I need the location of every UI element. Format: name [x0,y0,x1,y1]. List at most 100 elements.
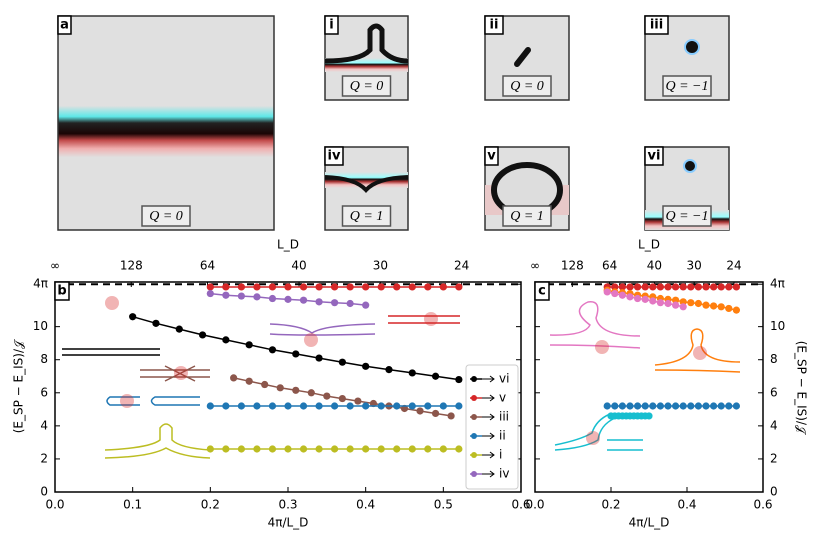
data-point [245,341,253,349]
y-tick-label: 2 [40,451,48,465]
data-point [645,412,653,420]
legend-arrow [482,470,495,478]
data-point [315,283,323,291]
x2-tick-label: 64 [200,259,215,273]
data-point [725,283,733,291]
panel-tag: vi [648,149,661,164]
data-point [315,402,323,410]
data-point [377,402,385,410]
charge-label: Q = 0 [149,209,183,224]
data-point [206,445,214,453]
data-point [439,283,447,291]
data-point [237,402,245,410]
x-tick-label: 0.6 [511,498,530,512]
y-tick-label: 8 [40,352,48,366]
inset-marker [693,346,707,360]
data-point [717,303,725,311]
panel-tag-box [644,146,664,166]
data-point [284,402,292,410]
x-tick-label: 0.2 [601,498,620,512]
panel-tag-box [57,15,72,35]
data-point [299,283,308,291]
data-point [261,380,269,389]
plot-frame [534,281,764,493]
inset-marker [424,312,438,326]
panel-tag-box [54,281,70,301]
data-point [315,445,323,453]
y-tick-label: 6 [770,385,778,399]
data-point [175,325,183,333]
data-point [603,288,611,296]
panel-tag: v [487,149,496,164]
legend-arrow [482,451,495,459]
data-point [439,402,447,410]
data-point [694,402,703,410]
legend-label: vi [499,372,509,386]
data-point [206,289,214,298]
y-tick-label: 4π [770,277,785,291]
x-tick-label: 0.2 [201,498,220,512]
data-point [338,394,346,403]
inset [104,423,211,459]
charge-label: Q = 1 [350,209,384,224]
data-point [618,291,627,299]
charge-box [141,205,191,227]
data-point [284,295,292,303]
x2-tick-label: 64 [602,259,617,273]
x-tick-label: 0.5 [434,498,453,512]
data-point [634,283,642,291]
x2-tick-label: 128 [561,259,584,273]
x2-tick-label: 24 [454,259,469,273]
y-tick-label: 2 [770,451,778,465]
x-tick-label: 0.6 [753,498,772,512]
x2-axis-label: L_D [638,238,660,252]
x-tick-label: 0.0 [45,498,64,512]
data-point [245,377,253,385]
data-point [299,296,308,304]
charge-box [502,75,552,97]
legend-label: iii [499,410,509,424]
x2-tick-label: 30 [373,259,388,273]
inset [269,323,376,336]
charge-label: Q = 0 [510,79,544,94]
charge-label: Q = 0 [350,79,384,94]
data-point [198,331,207,339]
panel-tag-box [644,15,669,35]
y-tick-label: 4 [770,418,778,432]
inset [654,328,741,373]
legend-swatch [471,395,477,401]
inset-marker [304,333,318,347]
data-point [408,283,416,291]
x2-tick-label: 24 [726,259,741,273]
panel-image [683,159,697,173]
data-point [710,283,718,291]
inset [554,413,643,451]
panel-image [684,39,700,55]
data-point [338,358,346,366]
legend-label: v [499,391,506,405]
panel-tag: a [60,18,69,33]
data-point [222,402,230,410]
panel-tag: iv [328,149,341,164]
data-point [439,445,447,453]
panel-labels: a Q = 0 i Q = 0 ii Q = 0 iii Q = −1 iv Q = 1 v Q = … [57,15,712,227]
panel-tag: iii [650,18,663,33]
data-point [455,445,463,453]
x-tick-label: 0.1 [123,498,142,512]
data-point [679,402,687,410]
legend-label: ii [499,429,506,443]
legend-arrow [482,375,495,383]
data-point [710,402,718,410]
data-point [222,283,230,291]
data-point [292,350,300,358]
data-point [732,306,741,314]
charge-label: Q = 1 [510,209,544,224]
data-point [679,303,687,311]
data-point [725,402,733,410]
data-point [206,283,214,291]
inset [388,315,460,324]
y-tick-label: 10 [33,319,48,333]
data-point [237,292,245,300]
data-point [331,402,339,410]
data-point [611,402,619,410]
